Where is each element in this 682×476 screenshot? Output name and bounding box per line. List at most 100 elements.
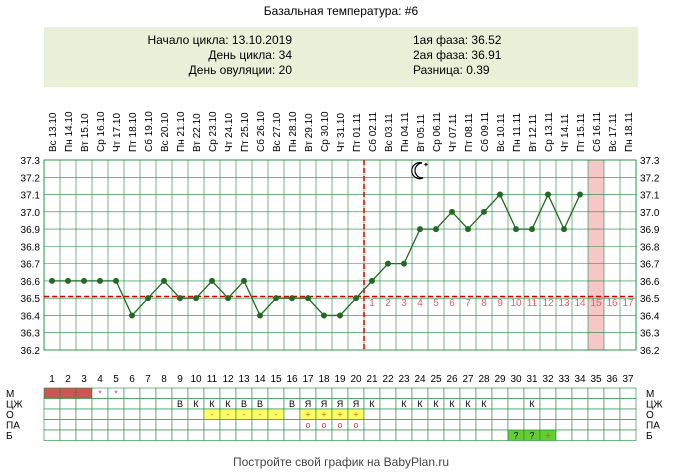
y-tick-label-right: 37.3 xyxy=(640,156,660,167)
table-cell-mark: К xyxy=(209,399,215,409)
luteal-day-label: 14 xyxy=(574,298,586,309)
table-cell xyxy=(603,429,621,441)
table-cell xyxy=(203,429,221,441)
day-number: 36 xyxy=(606,374,618,385)
temperature-point xyxy=(369,277,375,284)
table-cell-mark: - xyxy=(259,410,262,420)
temperature-point xyxy=(545,191,551,198)
day-number: 15 xyxy=(270,374,282,385)
y-tick-label-left: 36.3 xyxy=(21,329,41,340)
table-cell xyxy=(539,408,557,420)
table-cell-mark: К xyxy=(417,399,423,409)
temperature-line xyxy=(52,192,581,317)
day-number: 34 xyxy=(574,374,586,385)
table-cell-mark: ? xyxy=(513,431,518,441)
table-cell xyxy=(443,419,461,431)
temperature-point xyxy=(337,312,343,319)
table-cell xyxy=(523,419,541,431)
cycle-info-panel: Начало цикла: 13.10.2019 День цикла: 34 … xyxy=(44,27,638,87)
day-number: 14 xyxy=(254,374,266,385)
row-label-right: ЦЖ xyxy=(646,400,663,411)
temperature-point xyxy=(433,226,439,233)
table-cell xyxy=(187,419,205,431)
phase1-average: 1ая фаза: 36.52 xyxy=(413,33,502,47)
table-cell xyxy=(379,429,397,441)
date-label: Пт 01.11 xyxy=(352,113,363,152)
phase-difference: Разница: 0.39 xyxy=(413,63,490,77)
table-cell-mark: + xyxy=(353,410,358,420)
temperature-point xyxy=(145,295,151,302)
table-cell xyxy=(555,408,573,420)
date-label: Ср 13.11 xyxy=(544,112,555,152)
temperature-point xyxy=(353,295,359,302)
table-cell xyxy=(459,408,477,420)
table-cell xyxy=(123,419,141,431)
table-cell xyxy=(251,429,269,441)
y-tick-label-left: 36.7 xyxy=(21,260,41,271)
luteal-day-label: 11 xyxy=(527,298,538,309)
date-label: Чт 31.10 xyxy=(336,113,347,152)
table-cell xyxy=(395,408,413,420)
table-cell xyxy=(267,419,285,431)
table-cell xyxy=(235,419,253,431)
date-label: Ср 16.10 xyxy=(96,111,107,152)
day-number: 23 xyxy=(398,374,410,385)
y-tick-label-left: 37.1 xyxy=(21,191,41,202)
y-tick-label-left: 37.2 xyxy=(21,173,41,184)
day-number: 2 xyxy=(65,374,71,385)
y-tick-label-left: 36.4 xyxy=(21,311,41,322)
day-number: 16 xyxy=(286,374,298,385)
plot-border xyxy=(43,159,637,351)
y-tick-label-left: 36.9 xyxy=(21,225,41,236)
day-number: 29 xyxy=(494,374,506,385)
y-tick-label-right: 36.2 xyxy=(640,346,660,357)
date-label: Пн 14.10 xyxy=(64,111,75,152)
y-tick-label-right: 37.0 xyxy=(640,208,660,219)
luteal-day-label: 6 xyxy=(449,298,455,309)
luteal-day-label: 16 xyxy=(606,298,618,309)
table-cell xyxy=(587,429,605,441)
date-label: Вс 10.11 xyxy=(496,113,507,152)
table-cell xyxy=(395,387,413,399)
date-label: Чт 24.10 xyxy=(224,113,235,152)
table-cell xyxy=(539,387,557,399)
table-cell xyxy=(539,398,557,410)
table-cell xyxy=(43,429,61,441)
table-cell xyxy=(507,419,525,431)
day-number: 27 xyxy=(462,374,474,385)
table-cell xyxy=(619,408,637,420)
temperature-point xyxy=(465,226,471,233)
temperature-point xyxy=(209,277,215,284)
table-cell xyxy=(139,408,157,420)
table-cell xyxy=(427,408,445,420)
table-cell xyxy=(475,429,493,441)
table-cell xyxy=(555,387,573,399)
table-cell xyxy=(539,419,557,431)
luteal-day-label: 15 xyxy=(590,298,602,309)
footer-link[interactable]: Постройте свой график на BabyPlan.ru xyxy=(232,455,450,469)
temperature-point xyxy=(161,277,167,284)
cycle-day: День цикла: 34 xyxy=(208,48,292,62)
temperature-point xyxy=(481,208,487,215)
date-label: Пт 15.11 xyxy=(576,113,587,152)
table-cell xyxy=(59,398,77,410)
table-cell xyxy=(443,408,461,420)
day-number: 21 xyxy=(366,374,378,385)
table-cell-mark: В xyxy=(289,399,295,409)
date-label: Чт 14.11 xyxy=(560,113,571,152)
moon-star-icon: ✦ xyxy=(423,161,429,169)
table-cell-mark: - xyxy=(227,410,230,420)
table-cell-mark: К xyxy=(401,399,407,409)
table-cell xyxy=(347,429,365,441)
temperature-point xyxy=(305,295,311,302)
table-cell xyxy=(91,429,109,441)
table-cell xyxy=(187,429,205,441)
table-cell xyxy=(603,419,621,431)
day-number: 5 xyxy=(113,374,119,385)
table-cell-mark: - xyxy=(275,410,278,420)
table-cell xyxy=(235,429,253,441)
table-cell xyxy=(363,429,381,441)
table-cell xyxy=(571,408,589,420)
table-cell xyxy=(315,387,333,399)
